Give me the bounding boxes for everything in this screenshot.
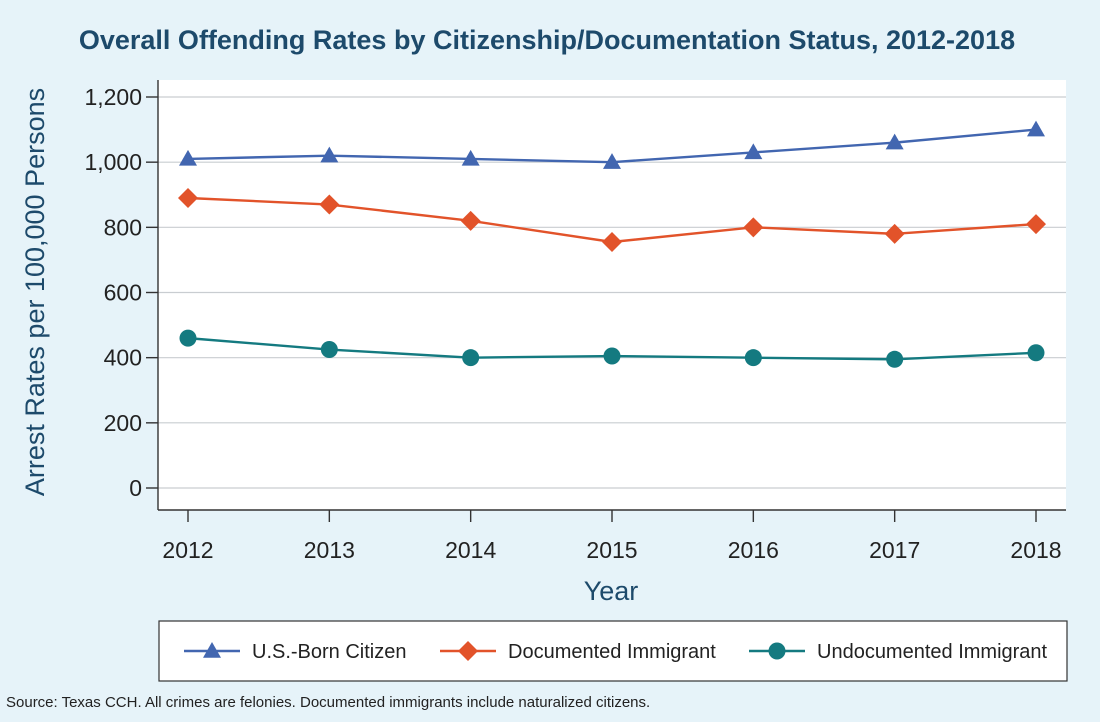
x-tick-label: 2016 <box>728 537 779 563</box>
data-point <box>320 341 338 359</box>
data-point <box>179 149 197 166</box>
series-layer <box>178 120 1046 368</box>
x-tick-label: 2014 <box>445 537 496 563</box>
legend-marker <box>203 642 221 658</box>
data-point <box>744 349 762 367</box>
data-point <box>319 194 340 215</box>
data-point <box>884 223 905 244</box>
data-point <box>1026 214 1046 235</box>
data-point <box>885 133 904 150</box>
y-tick-label: 400 <box>104 345 142 371</box>
data-point <box>462 349 480 367</box>
data-point <box>886 350 904 368</box>
data-point <box>744 143 763 160</box>
legend-label: Undocumented Immigrant <box>817 641 1048 663</box>
data-point <box>743 217 764 238</box>
data-point <box>320 146 339 163</box>
legend-label: Documented Immigrant <box>508 641 716 663</box>
y-tick-label: 600 <box>104 280 142 306</box>
legend-item: Undocumented Immigrant <box>749 641 1048 663</box>
y-tick-label: 200 <box>104 410 142 436</box>
axes <box>146 80 1066 522</box>
y-tick-label: 1,200 <box>84 84 142 110</box>
series-triangle <box>179 120 1045 169</box>
y-tick-label: 0 <box>129 475 142 501</box>
legend-item: U.S.-Born Citizen <box>184 641 407 663</box>
legend-box <box>158 620 1068 682</box>
plot-area <box>158 80 1066 510</box>
y-tick-label: 800 <box>104 214 142 240</box>
data-point <box>1027 344 1045 362</box>
tick-labels: 0 200 400 600 800 1,000 1,200 2012 2013 2014 2015 2… <box>84 84 1061 563</box>
source-note: Source: Texas CCH. All crimes are feloni… <box>6 694 650 711</box>
data-point <box>179 329 197 347</box>
legend-marker <box>458 641 478 661</box>
x-tick-label: 2015 <box>586 537 637 563</box>
series-circle <box>179 329 1045 368</box>
x-tick-label: 2013 <box>304 537 355 563</box>
data-point <box>1027 120 1045 137</box>
data-point <box>460 210 481 231</box>
x-tick-label: 2018 <box>1010 537 1061 563</box>
series-diamond <box>178 188 1046 252</box>
chart-title: Overall Offending Rates by Citizenship/D… <box>79 25 1015 55</box>
x-tick-label: 2012 <box>162 537 213 563</box>
data-point <box>602 231 622 252</box>
legend: U.S.-Born Citizen Documented Immigrant Und… <box>158 620 1068 682</box>
x-tick-label: 2017 <box>869 537 920 563</box>
data-point <box>461 149 480 166</box>
data-point <box>603 347 621 365</box>
x-axis-title: Year <box>584 576 639 606</box>
y-tick-label: 1,000 <box>84 149 142 175</box>
legend-marker <box>768 642 786 660</box>
legend-label: U.S.-Born Citizen <box>252 641 407 663</box>
y-axis-title: Arrest Rates per 100,000 Persons <box>20 88 50 496</box>
data-point <box>178 188 198 209</box>
legend-item: Documented Immigrant <box>440 641 716 663</box>
data-point <box>603 153 621 169</box>
